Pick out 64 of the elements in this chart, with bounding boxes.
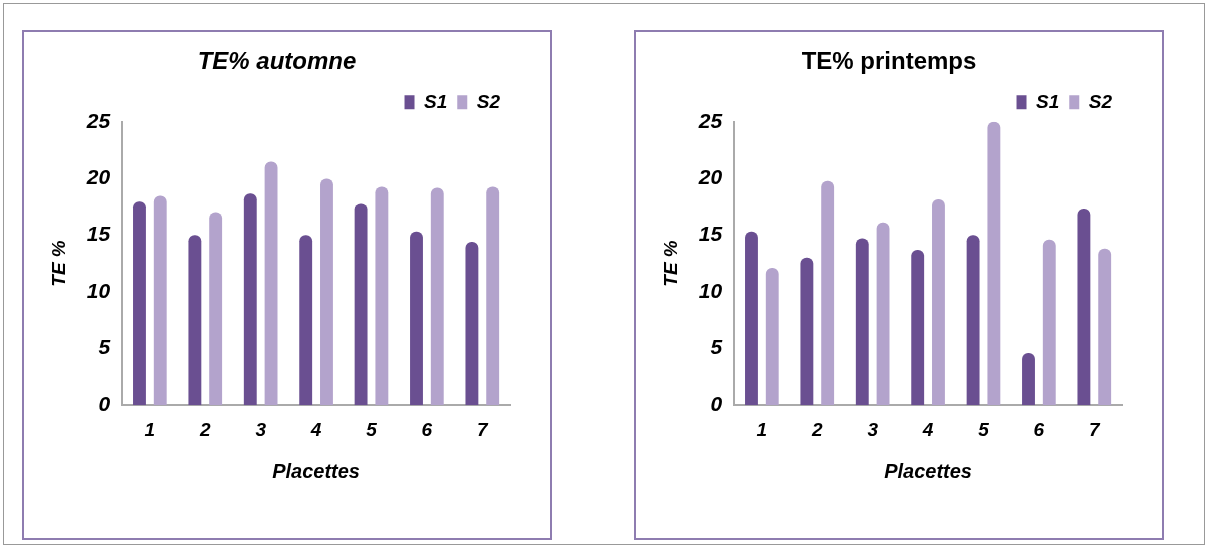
bar bbox=[800, 257, 814, 406]
x-tick-label: 5 bbox=[366, 418, 378, 440]
bar bbox=[1077, 209, 1091, 406]
legend-label: S2 bbox=[1088, 90, 1113, 112]
bar bbox=[430, 187, 444, 406]
legend-label: S2 bbox=[476, 90, 501, 112]
y-tick-label: 5 bbox=[710, 335, 723, 359]
y-tick-label: 5 bbox=[98, 335, 111, 359]
bar bbox=[876, 222, 890, 406]
x-tick-label: 6 bbox=[421, 418, 433, 440]
bar bbox=[209, 212, 223, 406]
bar bbox=[486, 186, 500, 406]
bar bbox=[966, 235, 980, 406]
bar bbox=[821, 180, 835, 406]
legend-label: S1 bbox=[424, 90, 448, 112]
y-tick-label: 10 bbox=[698, 278, 723, 302]
bar bbox=[133, 201, 146, 406]
bar bbox=[243, 193, 257, 406]
bar bbox=[354, 203, 368, 406]
x-tick-label: 5 bbox=[978, 418, 990, 440]
y-tick-label: 20 bbox=[85, 165, 111, 189]
bar bbox=[987, 121, 1001, 406]
legend-label: S1 bbox=[1036, 90, 1060, 112]
x-tick-label: 4 bbox=[309, 418, 322, 440]
chart-title: TE% printemps bbox=[801, 47, 977, 75]
x-tick-label: 4 bbox=[921, 418, 934, 440]
bar bbox=[153, 195, 167, 406]
y-tick-label: 0 bbox=[710, 392, 723, 415]
y-tick-label: 25 bbox=[85, 108, 111, 132]
bar bbox=[855, 238, 869, 406]
x-tick-label: 1 bbox=[144, 418, 156, 440]
bar bbox=[745, 231, 758, 406]
bar bbox=[188, 235, 202, 406]
x-axis-title: Placettes bbox=[272, 459, 360, 482]
bar bbox=[299, 235, 313, 406]
x-tick-label: 7 bbox=[477, 418, 490, 440]
bar bbox=[1022, 353, 1035, 406]
y-tick-label: 25 bbox=[697, 108, 723, 132]
x-tick-label: 6 bbox=[1033, 418, 1045, 440]
y-tick-label: 15 bbox=[86, 221, 111, 245]
x-tick-label: 7 bbox=[1089, 418, 1102, 440]
x-tick-label: 2 bbox=[810, 418, 823, 440]
bar bbox=[375, 186, 389, 406]
y-tick-label: 20 bbox=[697, 165, 723, 189]
bar bbox=[911, 249, 925, 406]
y-axis-title: TE % bbox=[659, 240, 681, 287]
bar bbox=[932, 198, 945, 406]
bar bbox=[1042, 239, 1056, 406]
bar bbox=[465, 241, 479, 406]
x-tick-label: 1 bbox=[756, 418, 768, 440]
bar bbox=[1098, 248, 1112, 406]
x-axis-title: Placettes bbox=[884, 459, 972, 482]
y-axis-title: TE % bbox=[47, 240, 69, 287]
y-tick-label: 10 bbox=[86, 278, 111, 302]
x-tick-label: 3 bbox=[867, 418, 879, 440]
x-tick-label: 2 bbox=[198, 418, 211, 440]
x-tick-label: 3 bbox=[255, 418, 267, 440]
y-tick-label: 15 bbox=[698, 221, 723, 245]
bar bbox=[765, 268, 779, 406]
chart-title: TE% automne bbox=[197, 47, 357, 75]
bar bbox=[320, 178, 333, 406]
bar bbox=[410, 231, 423, 406]
bar bbox=[264, 161, 278, 406]
y-tick-label: 0 bbox=[98, 392, 111, 415]
